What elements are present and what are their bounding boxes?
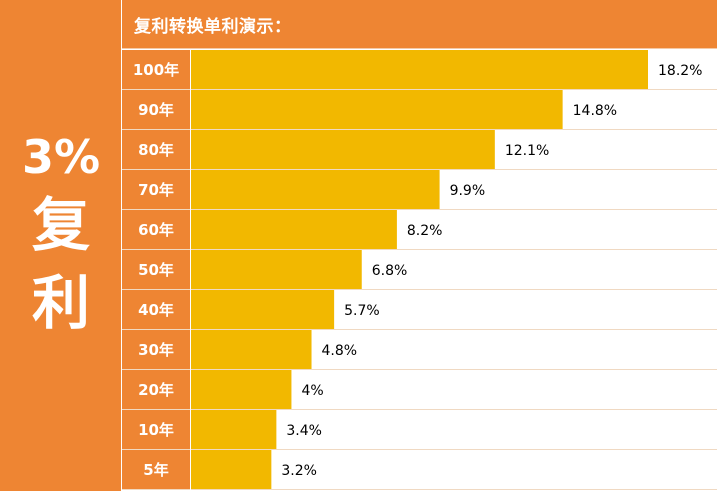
bar — [191, 130, 495, 169]
value-label: 4.8% — [322, 343, 358, 359]
bar — [191, 370, 292, 409]
bar — [191, 50, 648, 89]
side-panel: 3% 复 利 — [0, 0, 122, 491]
row-label-cell — [122, 50, 190, 89]
row-label-cell — [122, 210, 190, 249]
row-label-cell — [122, 370, 190, 409]
category-label: 30年 — [138, 341, 174, 359]
row-label-cell — [122, 290, 190, 329]
value-label: 14.8% — [573, 103, 617, 119]
bar — [191, 290, 335, 329]
row-label-cell — [122, 130, 190, 169]
category-label: 100年 — [133, 61, 179, 79]
bar — [191, 410, 277, 449]
category-label: 40年 — [138, 301, 174, 319]
category-label: 20年 — [138, 381, 174, 399]
category-label: 5年 — [143, 461, 168, 479]
bar — [191, 170, 440, 209]
value-label: 4% — [301, 383, 323, 399]
category-label: 80年 — [138, 141, 174, 159]
value-label: 8.2% — [407, 223, 443, 239]
side-title: 3% 复 利 — [0, 128, 122, 342]
value-label: 3.2% — [281, 463, 317, 479]
side-char-1: 复 — [31, 191, 90, 259]
category-label: 70年 — [138, 181, 174, 199]
category-label: 50年 — [138, 261, 174, 279]
bar — [191, 210, 397, 249]
bar — [191, 90, 563, 129]
bar — [191, 330, 312, 369]
value-label: 5.7% — [344, 303, 380, 319]
side-char-2: 利 — [31, 269, 90, 337]
category-label: 90年 — [138, 101, 174, 119]
row-label-cell — [122, 170, 190, 209]
side-rate: 3% — [21, 130, 101, 184]
chart-header: 复利转换单利演示： — [122, 0, 717, 49]
bar — [191, 250, 362, 289]
value-label: 3.4% — [286, 423, 322, 439]
bar — [191, 450, 272, 489]
row-label-cell — [122, 450, 190, 489]
category-label: 10年 — [138, 421, 174, 439]
value-label: 6.8% — [372, 263, 408, 279]
category-label: 60年 — [138, 221, 174, 239]
row-label-cell — [122, 90, 190, 129]
value-label: 12.1% — [505, 143, 549, 159]
row-label-cell — [122, 330, 190, 369]
value-label: 18.2% — [658, 63, 702, 79]
row-label-cell — [122, 250, 190, 289]
chart-title: 复利转换单利演示： — [134, 17, 292, 37]
value-label: 9.9% — [450, 183, 486, 199]
row-label-cell — [122, 410, 190, 449]
